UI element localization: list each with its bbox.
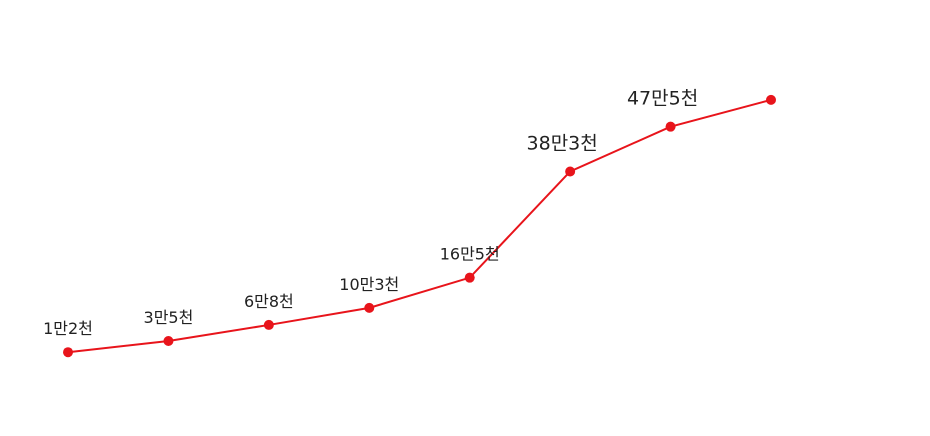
point <box>63 347 73 358</box>
point <box>766 94 776 105</box>
data-label: 3만5천 <box>144 308 194 327</box>
data-label: 38만3천 <box>527 132 598 154</box>
point <box>464 272 475 283</box>
point <box>565 166 576 177</box>
data-label: 16만5천 <box>440 245 500 264</box>
data-label: 47만5천 <box>627 88 698 110</box>
point <box>263 319 274 330</box>
data-label: 6만8천 <box>244 292 294 311</box>
point <box>364 302 375 313</box>
point <box>665 121 676 132</box>
point <box>163 336 174 347</box>
line <box>67 98 772 354</box>
data-label: 1만2천 <box>43 319 93 338</box>
data-label: 10만3천 <box>339 275 399 294</box>
